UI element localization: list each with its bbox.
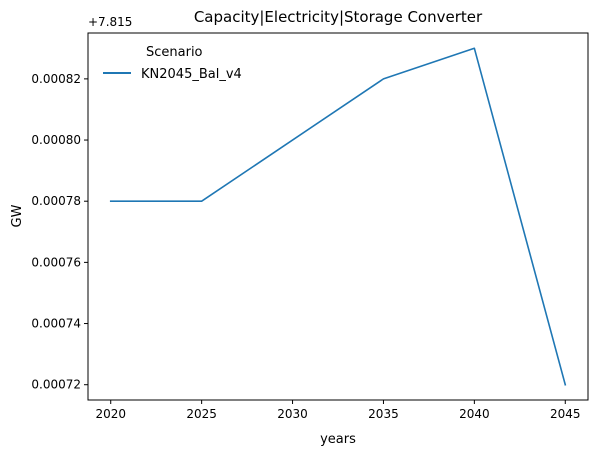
legend-label: KN2045_Bal_v4	[141, 67, 242, 82]
series-line-0	[109, 47, 567, 386]
plot-area	[88, 33, 588, 400]
x-tick-label: 2020	[95, 407, 126, 421]
axis-ticks: 2020 2025 2030 2035 2040 2045 0.00072 0.00074 0.…	[31, 72, 580, 421]
legend-title: Scenario	[146, 45, 203, 60]
x-tick-label: 2035	[368, 407, 399, 421]
x-tick-label: 2025	[186, 407, 217, 421]
y-tick-label: 0.00082	[31, 72, 81, 86]
x-tick-label: 2030	[277, 407, 308, 421]
series-lines	[109, 47, 567, 386]
y-axis-label: GW	[10, 204, 25, 227]
y-tick-label: 0.00076	[31, 255, 81, 269]
y-offset-label: +7.815	[88, 15, 132, 29]
y-tick-label: 0.00080	[31, 133, 81, 147]
y-tick-label: 0.00078	[31, 194, 81, 208]
legend: Scenario KN2045_Bal_v4	[103, 45, 242, 82]
y-tick-label: 0.00072	[31, 378, 81, 392]
x-axis-label: years	[320, 432, 356, 447]
chart-title: Capacity|Electricity|Storage Converter	[194, 8, 483, 26]
plot-frame	[87, 32, 589, 401]
x-tick-label: 2045	[550, 407, 581, 421]
x-tick-label: 2040	[459, 407, 490, 421]
y-tick-label: 0.00074	[31, 317, 81, 331]
